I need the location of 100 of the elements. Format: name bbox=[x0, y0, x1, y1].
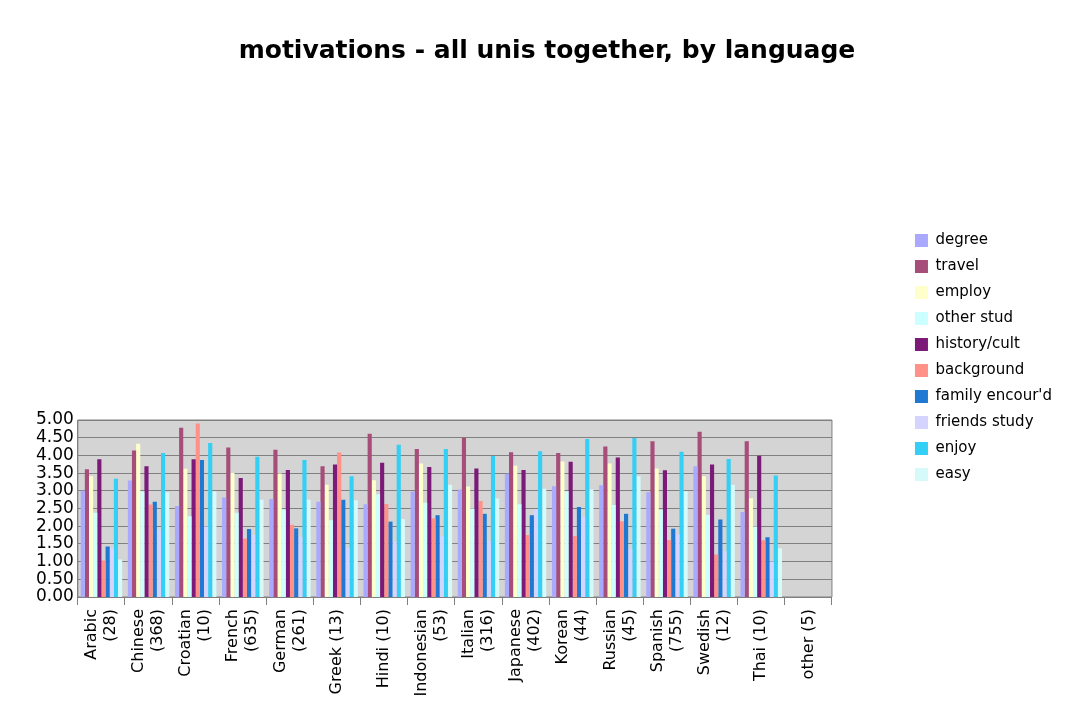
bar bbox=[466, 486, 471, 597]
legend-label: background bbox=[935, 360, 1025, 379]
bar bbox=[509, 452, 514, 597]
x-tick-label: other (5) bbox=[797, 609, 817, 680]
bar bbox=[298, 536, 303, 597]
bar bbox=[552, 486, 557, 597]
bar bbox=[152, 501, 157, 597]
bar bbox=[367, 433, 372, 597]
bar bbox=[513, 465, 518, 597]
bar bbox=[777, 548, 782, 597]
bar bbox=[392, 541, 397, 597]
legend-label: other stud bbox=[935, 308, 1013, 327]
x-tick-label: Japanese (402) bbox=[505, 609, 544, 683]
bar bbox=[234, 512, 239, 597]
bar bbox=[624, 513, 629, 597]
bar bbox=[140, 491, 145, 597]
y-tick-label: 2.00 bbox=[35, 514, 74, 535]
bar bbox=[572, 536, 577, 597]
bar bbox=[324, 484, 329, 597]
bar bbox=[599, 485, 604, 597]
bar bbox=[517, 504, 522, 597]
bar bbox=[679, 451, 684, 597]
bar bbox=[281, 509, 286, 597]
bar bbox=[353, 500, 358, 597]
bar bbox=[722, 550, 727, 597]
bar bbox=[191, 459, 196, 597]
bar bbox=[683, 491, 688, 597]
legend-label: enjoy bbox=[935, 438, 977, 457]
bar bbox=[165, 492, 170, 597]
bar bbox=[542, 488, 547, 597]
x-tick-label: Thai (10) bbox=[750, 609, 770, 683]
bar bbox=[461, 437, 467, 597]
bar bbox=[740, 512, 745, 597]
bar bbox=[693, 466, 698, 597]
bar bbox=[242, 538, 247, 597]
bar bbox=[230, 473, 235, 597]
bar bbox=[521, 469, 526, 597]
bar bbox=[345, 547, 350, 597]
bar bbox=[144, 466, 149, 597]
bar bbox=[337, 452, 342, 597]
bar bbox=[174, 506, 180, 597]
bar bbox=[730, 484, 735, 597]
bar bbox=[80, 490, 85, 597]
bar bbox=[757, 455, 762, 597]
legend-label: easy bbox=[935, 464, 971, 483]
bar bbox=[671, 528, 676, 597]
bar bbox=[533, 509, 539, 597]
bar bbox=[183, 468, 188, 597]
bar bbox=[269, 498, 274, 597]
bar bbox=[302, 460, 307, 597]
x-tick-label: Croatian (10) bbox=[175, 609, 214, 677]
bar bbox=[105, 546, 110, 597]
bar bbox=[375, 494, 381, 597]
bar bbox=[203, 526, 209, 597]
bar bbox=[675, 533, 680, 597]
legend-label: family encour'd bbox=[935, 386, 1052, 405]
bar bbox=[251, 534, 256, 597]
y-tick-label: 3.50 bbox=[35, 461, 74, 482]
bar bbox=[474, 468, 479, 597]
bar bbox=[478, 501, 483, 597]
bar bbox=[396, 444, 401, 597]
bar bbox=[607, 463, 612, 597]
bar bbox=[658, 509, 663, 597]
x-tick-label: Chinese (368) bbox=[128, 609, 167, 673]
bar bbox=[277, 473, 282, 597]
bar bbox=[246, 529, 252, 597]
x-tick-label: Italian (316) bbox=[458, 609, 497, 659]
bar bbox=[490, 456, 496, 597]
bar bbox=[636, 476, 641, 597]
bar bbox=[289, 524, 295, 597]
bar bbox=[748, 498, 753, 597]
bar bbox=[718, 519, 723, 597]
x-tick-label: Spanish (755) bbox=[646, 609, 685, 673]
bar bbox=[400, 519, 405, 597]
bar bbox=[113, 478, 119, 597]
bar bbox=[101, 560, 106, 597]
bar bbox=[581, 517, 586, 597]
legend-label: history/cult bbox=[935, 334, 1021, 353]
bar bbox=[529, 515, 534, 597]
bar bbox=[131, 450, 137, 597]
x-tick-label: Hindi (10) bbox=[373, 609, 393, 689]
x-tick-label: Swedish (12) bbox=[693, 609, 732, 676]
chart-title: motivations - all unis together, by language bbox=[238, 34, 856, 64]
bar bbox=[538, 451, 543, 597]
bar bbox=[349, 476, 354, 597]
legend-label: degree bbox=[935, 230, 989, 249]
bar bbox=[709, 464, 715, 597]
bar bbox=[632, 438, 637, 597]
bar bbox=[427, 467, 432, 597]
bar bbox=[654, 468, 659, 597]
bar bbox=[628, 549, 633, 597]
bar bbox=[486, 541, 491, 597]
bar bbox=[384, 503, 389, 597]
x-tick-label: Korean (44) bbox=[552, 609, 591, 665]
bar bbox=[285, 469, 290, 597]
bar bbox=[752, 526, 758, 597]
bar bbox=[199, 460, 204, 597]
bar bbox=[773, 475, 778, 597]
bar bbox=[589, 489, 594, 597]
bar bbox=[435, 515, 440, 597]
